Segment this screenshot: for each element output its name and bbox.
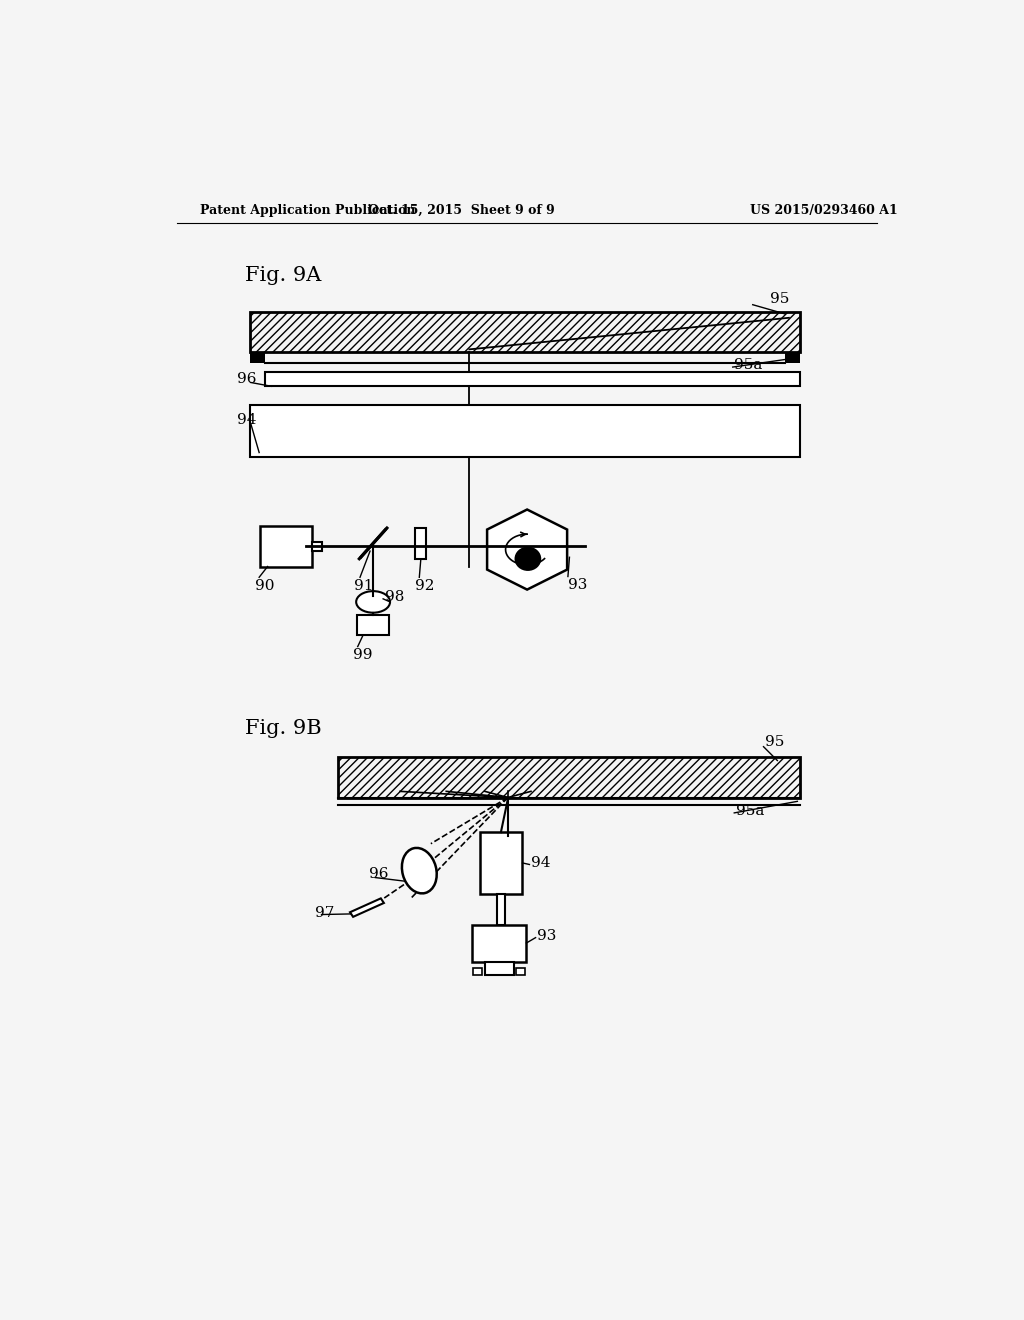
Text: 95: 95 bbox=[765, 735, 784, 748]
Text: 94: 94 bbox=[531, 855, 551, 870]
Ellipse shape bbox=[356, 591, 390, 612]
Bar bbox=[497, 894, 505, 924]
Bar bbox=[357, 615, 389, 635]
Bar bbox=[785, 352, 801, 363]
Text: 93: 93 bbox=[568, 578, 588, 593]
Bar bbox=[339, 758, 801, 797]
Text: 96: 96 bbox=[237, 372, 256, 385]
Text: 97: 97 bbox=[315, 906, 335, 920]
Text: 93: 93 bbox=[538, 929, 556, 942]
Text: Fig. 9B: Fig. 9B bbox=[245, 718, 322, 738]
Text: 96: 96 bbox=[370, 867, 389, 882]
Text: 95a: 95a bbox=[734, 358, 763, 372]
Text: Oct. 15, 2015  Sheet 9 of 9: Oct. 15, 2015 Sheet 9 of 9 bbox=[369, 205, 555, 218]
Ellipse shape bbox=[401, 847, 436, 894]
Text: 95a: 95a bbox=[736, 804, 764, 818]
Polygon shape bbox=[350, 899, 384, 917]
Bar bbox=[260, 527, 312, 566]
Text: 91: 91 bbox=[354, 578, 374, 593]
Bar bbox=[472, 924, 526, 961]
Bar bbox=[312, 543, 322, 552]
Text: 98: 98 bbox=[385, 590, 404, 605]
Text: 94: 94 bbox=[237, 413, 256, 428]
Text: Patent Application Publication: Patent Application Publication bbox=[200, 205, 416, 218]
Bar bbox=[339, 758, 801, 797]
Text: 90: 90 bbox=[255, 578, 274, 593]
Bar bbox=[265, 372, 801, 387]
Text: Fig. 9A: Fig. 9A bbox=[245, 265, 321, 285]
Bar bbox=[250, 313, 801, 352]
Bar bbox=[250, 313, 801, 352]
Text: US 2015/0293460 A1: US 2015/0293460 A1 bbox=[750, 205, 897, 218]
Polygon shape bbox=[487, 510, 567, 590]
Text: 99: 99 bbox=[353, 648, 373, 663]
Bar bbox=[473, 969, 482, 974]
Text: 95: 95 bbox=[770, 292, 790, 305]
Bar bbox=[515, 969, 524, 974]
Bar bbox=[416, 528, 426, 558]
Bar bbox=[484, 961, 514, 975]
Bar bbox=[480, 832, 522, 894]
Text: 92: 92 bbox=[416, 578, 435, 593]
Ellipse shape bbox=[515, 548, 541, 570]
Bar bbox=[250, 352, 265, 363]
Bar bbox=[250, 405, 801, 457]
